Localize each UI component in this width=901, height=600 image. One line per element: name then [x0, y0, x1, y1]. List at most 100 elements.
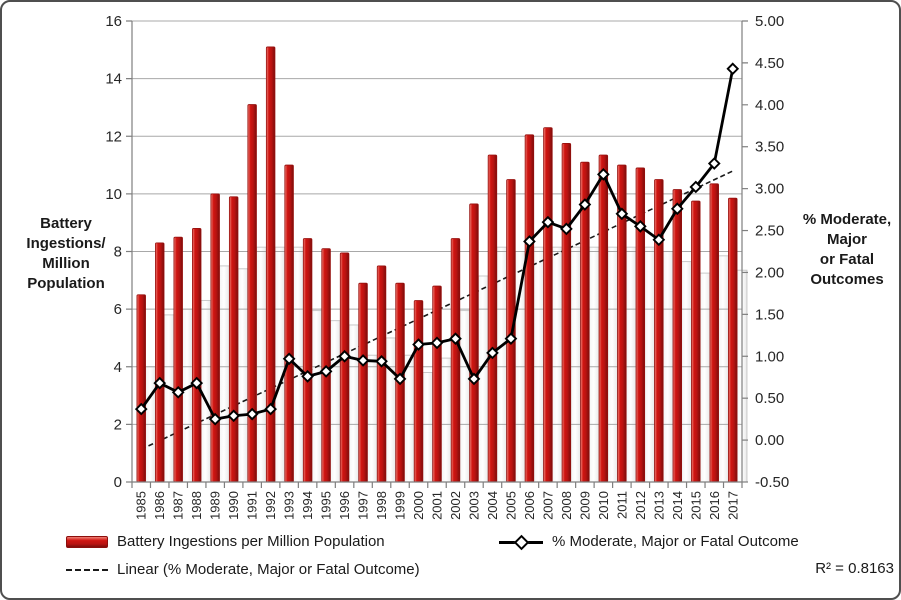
bar-1994: [302, 238, 313, 483]
bar-shadow-slab: [533, 246, 545, 483]
legend-bars-label: Battery Ingestions per Million Populatio…: [117, 533, 385, 550]
x-axis-year-label: 2005: [503, 491, 518, 520]
x-axis-year-label: 1986: [152, 491, 167, 520]
bar-2000: [413, 300, 424, 483]
marker-1999: [393, 372, 407, 386]
right-axis-title-line: Outcomes: [810, 271, 884, 288]
x-axis-year-label: 1995: [319, 491, 334, 520]
x-axis-year-label: 1991: [245, 491, 260, 520]
x-axis-year-label: 1988: [189, 491, 204, 520]
bar-2017: [728, 197, 738, 483]
bar-2013: [654, 179, 664, 483]
marker-1989: [208, 412, 222, 426]
bar-shadow-slab: [311, 310, 323, 483]
left-axis-tick-label: 6: [114, 301, 122, 318]
axis-tick-labels: 16 14 12 10 8 6 4 2 0 5.00 4.50 4.00 3.50 3.00 2.50 2.0…: [105, 13, 789, 520]
marker-1986: [153, 376, 167, 390]
right-axis-tick-label: 4.00: [755, 97, 784, 114]
marker-1993: [282, 352, 296, 366]
marker-2011: [615, 207, 629, 221]
left-axis-tick-label: 8: [114, 244, 122, 261]
line-series-swatch: [499, 534, 543, 550]
right-axis-title-line: or Fatal: [819, 251, 875, 268]
bar-1993: [284, 164, 294, 483]
x-axis-year-label: 1989: [208, 491, 223, 520]
x-axis-year-label: 1998: [374, 491, 389, 520]
bar-1990: [228, 196, 239, 483]
bar-shadow-slab: [403, 354, 415, 483]
bar-shadow-slab: [496, 246, 508, 483]
right-axis-tick-label: 2.50: [755, 223, 784, 240]
left-axis-tick-label: 2: [114, 416, 122, 433]
trendline: [140, 170, 734, 451]
bar-shadow-slab: [422, 372, 434, 483]
r-squared-label: R² = 0.8163: [815, 560, 894, 577]
right-axis-title-line: Major: [826, 231, 867, 248]
x-axis-year-label: 2000: [411, 491, 426, 520]
marker-2009: [578, 198, 592, 211]
bar-2003: [469, 203, 479, 483]
bar-1996: [339, 252, 350, 483]
left-axis-title: Battery Ingestions/ Million Population: [16, 214, 116, 294]
marker-1992: [264, 402, 277, 416]
bar-shadow-slab: [218, 265, 230, 483]
bar-1988: [191, 228, 202, 483]
bar-series: [136, 46, 738, 483]
x-axis-year-label: 2016: [707, 491, 722, 520]
left-axis-tick-label: 14: [105, 71, 122, 88]
x-axis-year-label: 2009: [577, 491, 592, 520]
marker-2005: [504, 332, 518, 346]
left-axis-tick-label: 10: [105, 186, 122, 203]
legend-item-line: % Moderate, Major or Fatal Outcome: [499, 533, 799, 550]
marker-1995: [319, 365, 333, 378]
bar-shadow-slab: [570, 246, 582, 483]
bar-2015: [691, 200, 701, 483]
x-axis-year-label: 1993: [282, 491, 297, 520]
bar-shadow-slab: [200, 299, 212, 483]
marker-2002: [449, 332, 462, 346]
right-axis-tick-label: 3.50: [755, 139, 784, 156]
bar-shadow-slab: [625, 246, 637, 483]
bar-shadow-slab: [644, 246, 656, 483]
bar-shadow-slab: [718, 255, 729, 483]
x-axis-year-label: 2003: [466, 491, 481, 520]
marker-1998: [375, 354, 388, 368]
right-axis-title: % Moderate, Major or Fatal Outcomes: [797, 210, 897, 290]
bar-shadow-slab: [237, 268, 249, 483]
left-axis-title-line: Million: [42, 255, 90, 272]
x-axis-year-label: 2017: [725, 491, 740, 520]
x-axis-year-label: 2011: [614, 491, 629, 519]
marker-1985: [134, 402, 148, 416]
marker-2008: [560, 222, 573, 236]
bar-1986: [155, 242, 165, 483]
x-axis-year-label: 1992: [263, 491, 278, 520]
marker-2007: [541, 215, 555, 229]
marker-1988: [190, 376, 204, 390]
x-axis-year-label: 1999: [393, 491, 408, 520]
bar-shadow-slab: [329, 320, 341, 483]
marker-2006: [523, 235, 536, 248]
marker-2000: [412, 338, 425, 351]
bar-2001: [432, 285, 442, 483]
x-axis-year-label: 1987: [171, 491, 186, 520]
x-axis-year-label: 2014: [670, 491, 685, 520]
right-axis-tick-label: 2.00: [755, 264, 784, 281]
marker-1994: [301, 370, 314, 383]
bar-2012: [635, 167, 646, 483]
bar-shadow-slab: [440, 357, 452, 483]
right-axis-tick-label: 1.50: [755, 306, 784, 323]
bar-1991: [247, 104, 257, 483]
x-axis-year-label: 2013: [651, 491, 666, 520]
x-axis-year-label: 2012: [633, 491, 648, 520]
marker-2017: [726, 62, 740, 76]
marker-1997: [356, 354, 370, 367]
x-axis-year-label: 1997: [356, 491, 371, 520]
marker-1991: [245, 407, 259, 421]
x-axis-year-label: 1996: [337, 491, 352, 520]
bar-2004: [487, 154, 498, 483]
bar-series-swatch: [66, 535, 108, 548]
x-axis-year-label: 2010: [596, 491, 611, 520]
bar-shadow-slab: [551, 246, 563, 483]
bar-1989: [210, 193, 220, 483]
bar-shadow-slab: [699, 272, 711, 483]
